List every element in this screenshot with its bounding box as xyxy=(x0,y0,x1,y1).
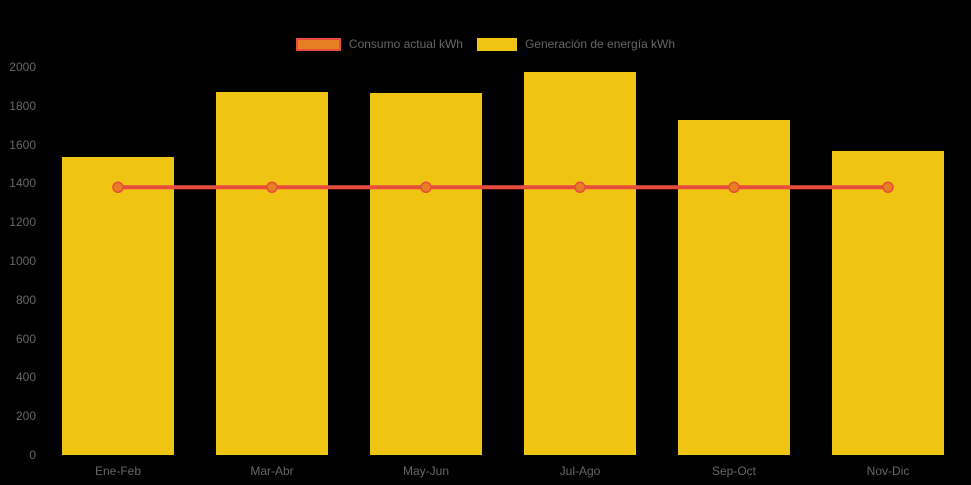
y-tick-label: 1600 xyxy=(9,137,36,152)
y-tick-label: 200 xyxy=(15,409,36,424)
generation-bar[interactable] xyxy=(832,151,944,455)
y-tick-label: 1400 xyxy=(9,176,36,191)
legend-label-consumo: Consumo actual kWh xyxy=(348,37,463,51)
y-tick-label: 1000 xyxy=(9,254,36,268)
plot-area xyxy=(41,67,965,455)
chart-legend: Consumo actual kWh Generación de energía… xyxy=(0,38,971,51)
y-tick-label: 0 xyxy=(29,448,36,462)
x-tick-label: Jul-Ago xyxy=(559,464,601,478)
generation-bar[interactable] xyxy=(524,71,636,455)
y-tick-label: 1800 xyxy=(9,98,36,113)
legend-item-consumo[interactable]: Consumo actual kWh xyxy=(295,37,463,51)
y-tick-label: 600 xyxy=(15,331,36,346)
generacion-bar-swatch-icon xyxy=(476,38,517,51)
generation-bar[interactable] xyxy=(678,120,790,455)
x-tick-label: Nov-Dic xyxy=(866,464,910,478)
generation-bar[interactable] xyxy=(216,92,328,455)
y-tick-label: 800 xyxy=(15,292,36,307)
y-tick-label: 400 xyxy=(15,370,36,385)
y-tick-label: 1200 xyxy=(9,215,36,230)
y-tick-label: 2000 xyxy=(9,60,36,74)
x-tick-label: May-Jun xyxy=(402,464,449,478)
x-tick-label: Ene-Feb xyxy=(94,464,142,478)
generation-bar[interactable] xyxy=(370,93,482,455)
consumption-line-layer xyxy=(112,181,894,194)
legend-label-generacion: Generación de energía kWh xyxy=(524,37,676,51)
x-tick-label: Mar-Abr xyxy=(250,464,294,478)
x-tick-label: Sep-Oct xyxy=(711,464,756,478)
consumo-line-swatch-icon xyxy=(295,38,341,51)
legend-item-generacion[interactable]: Generación de energía kWh xyxy=(476,37,676,51)
generation-bar[interactable] xyxy=(62,157,174,455)
